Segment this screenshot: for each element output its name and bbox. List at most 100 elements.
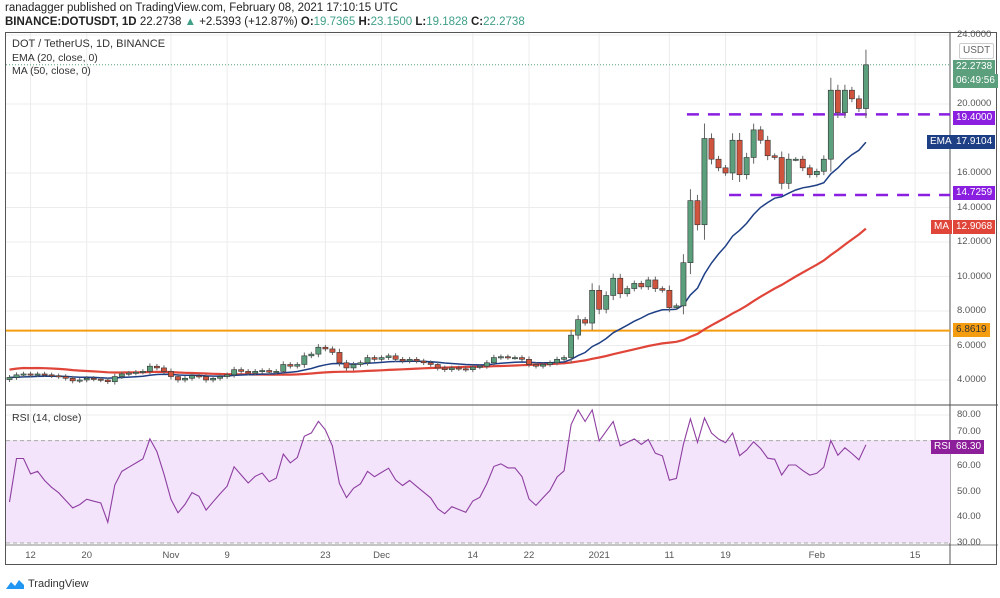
- time-axis-label: 11: [664, 550, 675, 561]
- candle-down: [462, 368, 469, 371]
- candle-up: [476, 365, 483, 368]
- candle-down: [736, 139, 743, 176]
- candle-up: [687, 200, 694, 264]
- candle-down: [420, 360, 427, 364]
- candle-down: [715, 158, 722, 169]
- candle-up: [785, 158, 792, 184]
- candle-down: [343, 362, 350, 369]
- candle-up: [827, 89, 834, 160]
- last-price-tag: 22.2738: [953, 60, 996, 74]
- candle-down: [203, 376, 209, 381]
- candle-up: [315, 346, 322, 355]
- price-axis-label: 4.0000: [957, 374, 987, 385]
- candle-up: [813, 170, 820, 176]
- candle-up: [624, 288, 631, 295]
- candle-up: [210, 377, 216, 381]
- ema-legend[interactable]: EMA (20, close, 0): [12, 52, 98, 64]
- price-axis-label: 24.0000: [957, 29, 992, 40]
- candle-down: [694, 200, 701, 226]
- time-axis-label: 2021: [588, 550, 610, 561]
- candle-up: [350, 364, 357, 369]
- open-value: 19.7365: [313, 16, 356, 28]
- candle-down: [90, 377, 97, 380]
- candle-up: [575, 319, 582, 336]
- price-axis-label: 12.0000: [957, 236, 992, 247]
- candle-up: [820, 158, 827, 172]
- candle-up: [554, 358, 560, 364]
- candle-up: [378, 357, 385, 360]
- candle-up: [589, 289, 596, 324]
- symbol-label: BINANCE:DOTUSDT, 1D: [5, 16, 137, 28]
- candle-up: [547, 362, 553, 365]
- rsi-axis-label: 80.00: [957, 409, 981, 420]
- candle-down: [848, 89, 855, 100]
- candle-down: [168, 371, 174, 377]
- candle-down: [161, 367, 167, 372]
- candle-up: [83, 377, 90, 381]
- price-axis-label: 6.0000: [957, 339, 987, 351]
- candle-up: [743, 157, 750, 176]
- price-axis-label: 8.0000: [957, 305, 987, 316]
- candle-up: [610, 277, 617, 296]
- candle-up: [497, 356, 504, 359]
- rsi-value-tag: 68.30: [953, 440, 985, 454]
- candle-up: [406, 358, 413, 362]
- time-axis-label: 15: [909, 550, 921, 561]
- candle-up: [6, 377, 13, 380]
- candle-down: [659, 288, 666, 291]
- ma-value-tag: 12.9068: [953, 220, 996, 234]
- candle-up: [224, 374, 231, 377]
- close-value: 22.2738: [483, 16, 525, 28]
- candle-down: [596, 289, 603, 310]
- candle-down: [771, 155, 778, 158]
- candle-down: [413, 358, 420, 362]
- candle-up: [561, 357, 567, 360]
- candle-down: [336, 352, 343, 364]
- ema-value-tag: 17.9104: [953, 135, 996, 149]
- candle-down: [764, 139, 771, 157]
- rsi-legend[interactable]: RSI (14, close): [12, 412, 82, 424]
- candle-down: [238, 369, 245, 372]
- candle-up: [301, 355, 308, 365]
- orange-level-tag: 6.8619: [953, 323, 990, 337]
- candle-down: [526, 358, 532, 365]
- candle-up: [841, 89, 848, 113]
- candle-down: [62, 376, 69, 379]
- candle-down: [175, 376, 181, 381]
- tradingview-logo[interactable]: TradingView: [5, 578, 89, 590]
- candle-down: [617, 277, 624, 295]
- candle-down: [69, 377, 76, 382]
- candle-down: [48, 374, 55, 377]
- time-axis-label: 12: [25, 550, 36, 561]
- candle-up: [13, 374, 20, 378]
- candle-down: [652, 279, 659, 289]
- candle-down: [266, 370, 273, 373]
- candle-down: [505, 356, 511, 359]
- candle-down: [427, 362, 434, 365]
- rsi-line: [8, 408, 867, 525]
- candle-up: [673, 305, 680, 308]
- currency-badge[interactable]: USDT: [959, 43, 995, 59]
- chart-title: DOT / TetherUS, 1D, BINANCE: [12, 38, 166, 50]
- candle-up: [568, 334, 574, 358]
- rsi-axis-label: 50.00: [957, 485, 981, 497]
- price-axis-label: 14.0000: [957, 201, 992, 213]
- rsi-axis-label: 40.00: [957, 511, 981, 523]
- resistance-tag: 19.4000: [953, 111, 996, 125]
- symbol-info: BINANCE:DOTUSDT, 1D 22.2738 ▲ +2.5393 (+…: [5, 16, 525, 28]
- candle-down: [455, 367, 462, 370]
- candle-down: [666, 289, 673, 308]
- candle-up: [701, 138, 708, 226]
- close-label: C:: [471, 16, 484, 28]
- candle-up: [252, 371, 259, 374]
- candle-up: [385, 355, 392, 358]
- candle-up: [34, 373, 41, 376]
- candle-up: [308, 353, 315, 357]
- candle-down: [638, 283, 645, 288]
- candle-up: [540, 364, 546, 367]
- ma-legend[interactable]: MA (50, close, 0): [12, 65, 91, 77]
- time-axis-label: Nov: [162, 550, 180, 561]
- candle-down: [519, 357, 525, 360]
- candle-down: [97, 378, 104, 381]
